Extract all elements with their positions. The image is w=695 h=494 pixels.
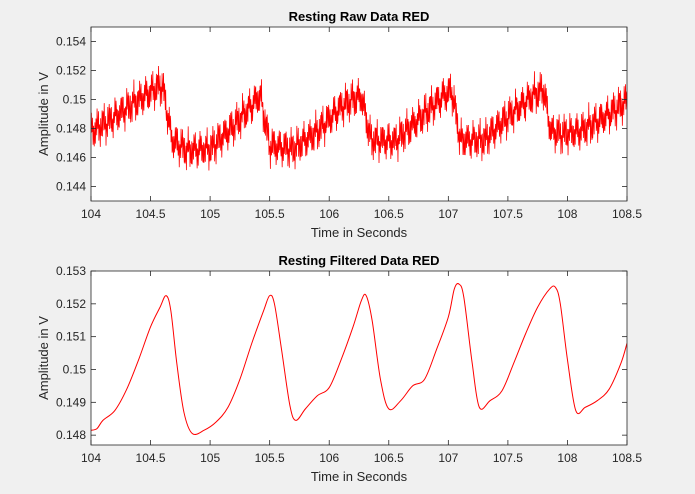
- x-tick-label: 106: [319, 207, 339, 221]
- x-tick-label: 108: [557, 451, 577, 465]
- chart-title: Resting Filtered Data RED: [278, 253, 439, 268]
- x-tick-label: 107.5: [493, 207, 523, 221]
- x-tick-label: 104.5: [136, 451, 166, 465]
- x-axis-label: Time in Seconds: [311, 225, 408, 240]
- x-tick-label: 105.5: [255, 207, 285, 221]
- y-tick-label: 0.15: [63, 93, 87, 107]
- x-tick-label: 106.5: [374, 451, 404, 465]
- y-tick-label: 0.153: [56, 264, 86, 278]
- y-tick-label: 0.151: [56, 330, 86, 344]
- y-tick-label: 0.146: [56, 151, 86, 165]
- y-tick-label: 0.148: [56, 428, 86, 442]
- y-tick-label: 0.154: [56, 35, 86, 49]
- series-line-1: [91, 283, 627, 436]
- x-tick-label: 104.5: [136, 207, 166, 221]
- y-tick-label: 0.149: [56, 395, 86, 409]
- x-tick-label: 104: [81, 451, 101, 465]
- x-axis-label: Time in Seconds: [311, 469, 408, 484]
- y-tick-label: 0.152: [56, 297, 86, 311]
- axes-box: [90, 26, 628, 202]
- chart-1: 104 104.5 105 105.5 106 106.5 107 107.5 108 108.5…: [36, 9, 642, 240]
- x-tick-label: 107: [438, 451, 458, 465]
- x-tick-label: 108.5: [612, 207, 642, 221]
- x-tick-label: 106: [319, 451, 339, 465]
- x-tick-label: 105: [200, 207, 220, 221]
- x-tick-label: 105.5: [255, 451, 285, 465]
- x-tick-label: 105: [200, 451, 220, 465]
- y-tick-label: 0.152: [56, 64, 86, 78]
- x-tick-label: 107: [438, 207, 458, 221]
- plot-area: [91, 271, 627, 445]
- x-tick-label: 108: [557, 207, 577, 221]
- y-tick-label: 0.144: [56, 180, 86, 194]
- x-tick-label: 106.5: [374, 207, 404, 221]
- y-tick-label: 0.148: [56, 122, 86, 136]
- series-line-1: [91, 65, 627, 171]
- x-tick-label: 108.5: [612, 451, 642, 465]
- y-axis-label: Amplitude in V: [36, 316, 51, 400]
- y-tick-label: 0.15: [63, 362, 87, 376]
- y-axis-label: Amplitude in V: [36, 72, 51, 156]
- plot-area: [91, 27, 627, 201]
- chart-title: Resting Raw Data RED: [289, 9, 430, 24]
- x-tick-label: 104: [81, 207, 101, 221]
- axes-box: [90, 270, 628, 446]
- x-tick-label: 107.5: [493, 451, 523, 465]
- chart-2: 104 104.5 105 105.5 106 106.5 107 107.5 108 108.5…: [36, 253, 642, 484]
